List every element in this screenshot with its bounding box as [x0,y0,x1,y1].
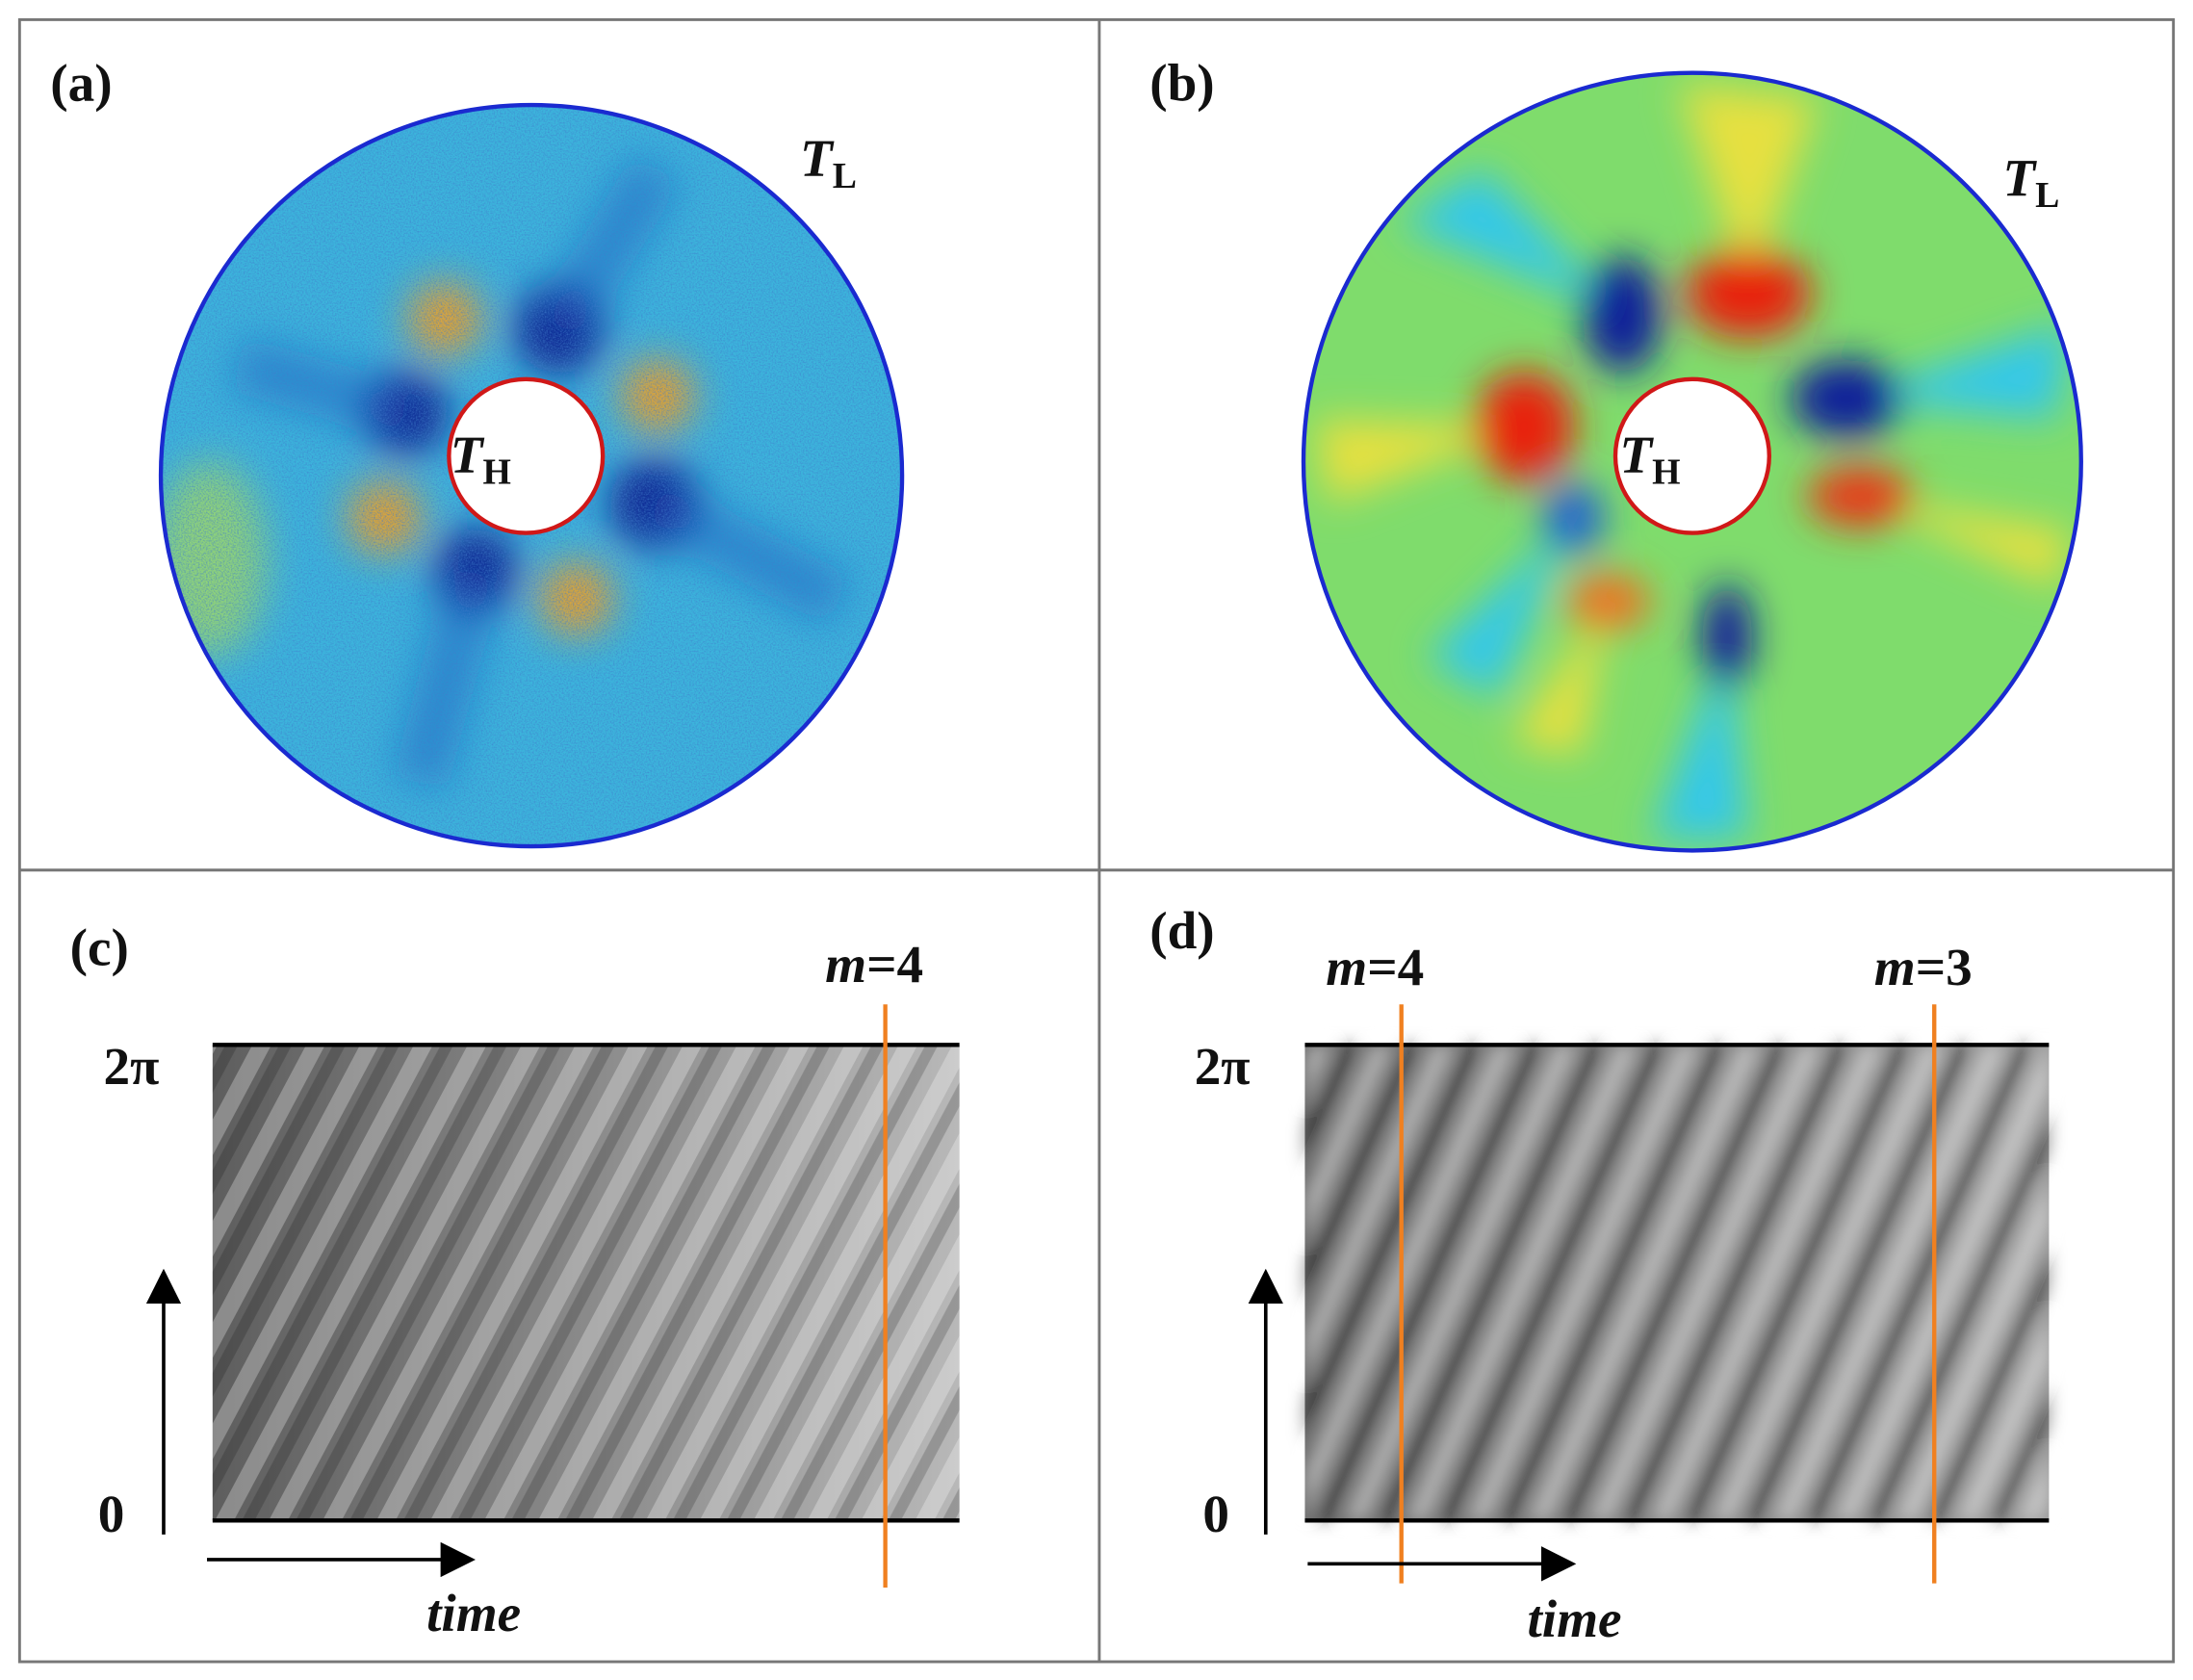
symbol: T [1619,426,1654,484]
axis-top-label: 2π [1195,1037,1251,1096]
panel-label: (d) [1149,901,1214,960]
axis-top-label: 2π [104,1037,160,1096]
value: =4 [1367,938,1424,996]
symbol: m [825,935,866,994]
axis-bottom-label: 0 [98,1485,125,1543]
inner-label: TH [451,426,511,493]
panel-d: (d) m=4 m=3 2π 0 time [1149,901,2050,1648]
panel-b: (b) TL TH [1149,54,2083,853]
symbol: m [1326,938,1367,996]
frame [17,17,2176,1664]
marker-label: m=4 [1326,938,1424,996]
space-time-stripes [212,1045,960,1521]
subscript: H [483,452,511,493]
symbol: T [2002,148,2037,207]
symbol: T [451,426,485,484]
subscript: L [833,156,857,196]
axis-label: time [426,1584,521,1642]
symbol: m [1874,938,1916,996]
outer-label: TL [800,129,857,196]
outer-label: TL [2002,148,2059,216]
value: =3 [1916,938,1973,996]
symbol: T [800,129,835,188]
panel-a: (a) TL TH [50,54,905,849]
value: =4 [866,935,923,994]
panel-label: (b) [1149,54,1214,113]
panel-label: (c) [70,918,129,977]
axis-label: time [1527,1590,1621,1648]
panel-c: (c) m=4 2π 0 time [70,918,960,1642]
marker-label: m=3 [1874,938,1973,996]
marker-label: m=4 [825,935,923,994]
subscript: L [2035,175,2059,216]
axis-bottom-label: 0 [1202,1485,1229,1543]
inner-label: TH [1619,426,1680,493]
subscript: H [1652,452,1680,493]
panel-label: (a) [50,54,112,113]
space-time-stripes [1304,1045,2050,1521]
